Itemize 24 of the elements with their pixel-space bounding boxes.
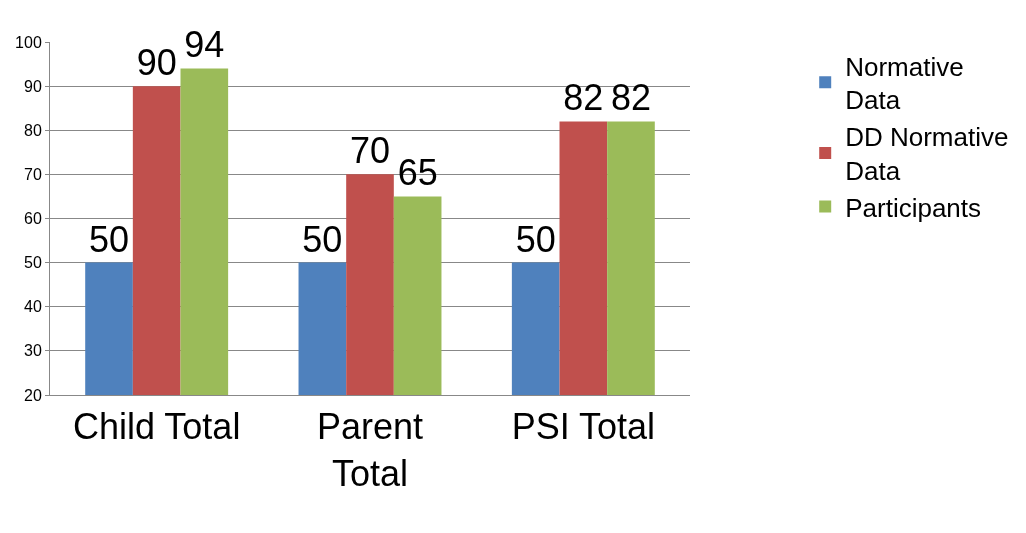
y-tick-label: 60 (24, 210, 42, 228)
data-label: 90 (136, 42, 177, 84)
legend-label: Participants (845, 192, 982, 223)
y-tick-label: 20 (24, 386, 42, 404)
y-tick-label: 100 (15, 33, 42, 51)
y-tick-label: 50 (24, 254, 42, 272)
data-label: 50 (515, 218, 556, 260)
y-tick-label: 30 (24, 342, 42, 360)
data-label: 65 (397, 152, 438, 194)
x-tick-label: PSI Total (511, 406, 656, 448)
x-tick-label: Parent Total (316, 406, 424, 494)
y-tick-label: 40 (24, 298, 42, 316)
legend-label: Normative Data (845, 51, 964, 116)
y-tick-label: 90 (24, 77, 42, 95)
data-label: 50 (89, 218, 130, 260)
x-tick-label: Child Total (72, 406, 241, 448)
data-label: 70 (349, 130, 391, 172)
data-label: 50 (302, 218, 343, 260)
y-tick-label: 80 (24, 121, 42, 139)
legend-label: DD Normative Data (845, 122, 1009, 186)
data-label: 82 (610, 77, 651, 119)
data-label: 82 (563, 77, 604, 119)
data-label: 94 (184, 24, 225, 66)
y-tick-label: 70 (24, 165, 42, 183)
